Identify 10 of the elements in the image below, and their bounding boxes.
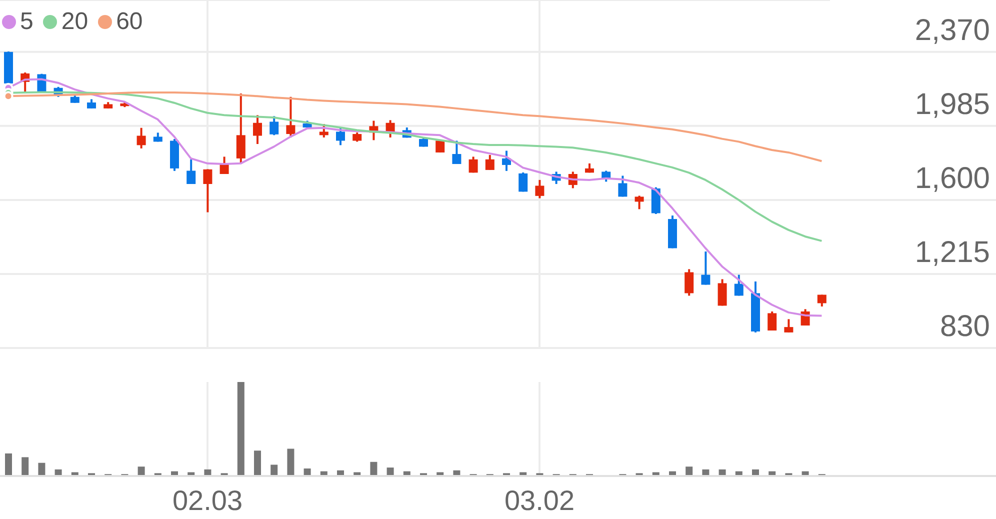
y-tick-label: 1,215 bbox=[914, 236, 990, 269]
y-tick-label: 2,370 bbox=[914, 14, 990, 47]
x-tick-label: 03.02 bbox=[504, 485, 575, 516]
y-tick-label: 1,985 bbox=[914, 88, 990, 121]
x-tick-label: 02.03 bbox=[172, 485, 243, 516]
y-tick-label: 1,600 bbox=[914, 162, 990, 195]
y-tick-label: 830 bbox=[940, 310, 990, 343]
legend-label: 60 bbox=[116, 8, 143, 36]
legend-label: 5 bbox=[20, 8, 34, 36]
legend-label: 20 bbox=[61, 8, 88, 36]
